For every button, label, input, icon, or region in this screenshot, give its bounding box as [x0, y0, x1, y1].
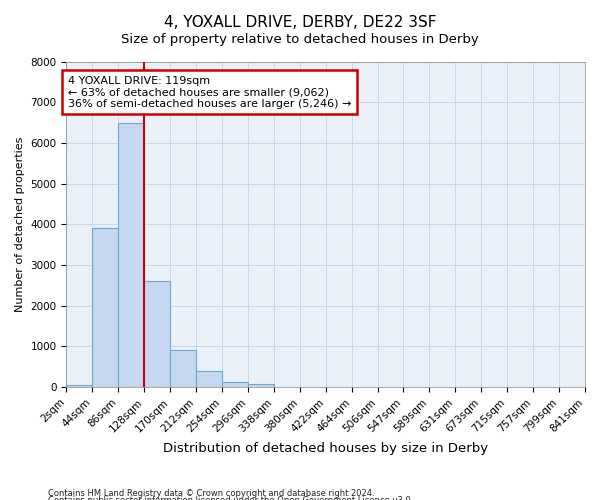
- Bar: [118, 122, 144, 387]
- Text: Size of property relative to detached houses in Derby: Size of property relative to detached ho…: [121, 32, 479, 46]
- Bar: [248, 384, 274, 387]
- Bar: [222, 382, 248, 387]
- X-axis label: Distribution of detached houses by size in Derby: Distribution of detached houses by size …: [163, 442, 488, 455]
- Y-axis label: Number of detached properties: Number of detached properties: [15, 136, 25, 312]
- Text: Contains HM Land Registry data © Crown copyright and database right 2024.: Contains HM Land Registry data © Crown c…: [48, 488, 374, 498]
- Text: Contains public sector information licensed under the Open Government Licence v3: Contains public sector information licen…: [48, 496, 413, 500]
- Text: 4 YOXALL DRIVE: 119sqm
← 63% of detached houses are smaller (9,062)
36% of semi-: 4 YOXALL DRIVE: 119sqm ← 63% of detached…: [68, 76, 351, 109]
- Text: 4, YOXALL DRIVE, DERBY, DE22 3SF: 4, YOXALL DRIVE, DERBY, DE22 3SF: [164, 15, 436, 30]
- Bar: [144, 282, 170, 387]
- Bar: [92, 228, 118, 387]
- Bar: [67, 385, 92, 387]
- Bar: [196, 371, 222, 387]
- Bar: [170, 350, 196, 387]
